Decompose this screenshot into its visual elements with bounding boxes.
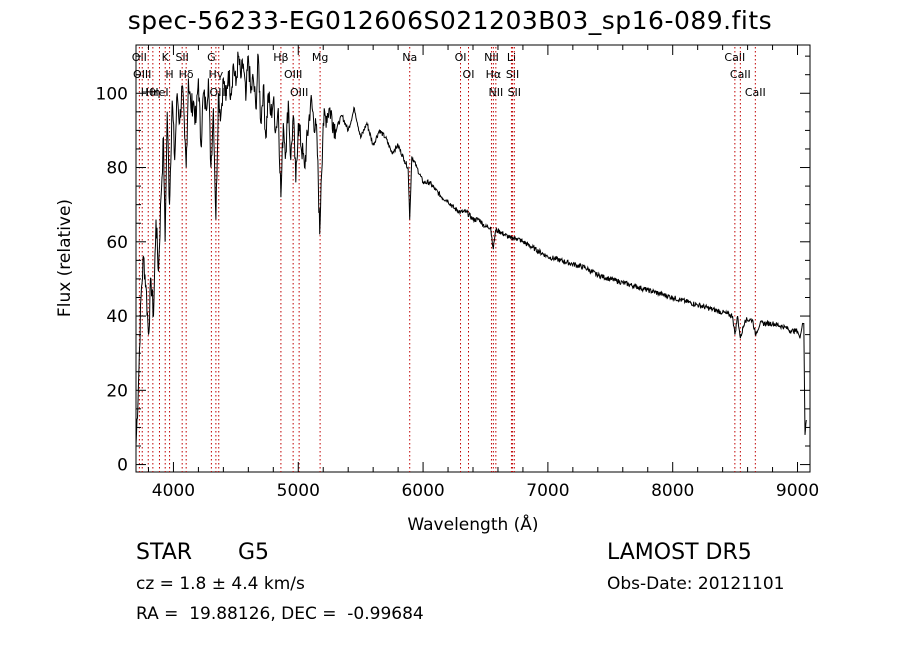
y-tick-label: 20 [106,381,128,401]
line-mark-label: NII [484,51,499,64]
line-mark-label: OIII [290,86,308,99]
line-mark-label: NII [488,86,503,99]
plot-frame [135,44,811,473]
line-mark-label: Hβ [273,51,288,64]
x-axis-label: Wavelength (Å) [407,513,538,535]
line-mark-label: K [162,51,170,64]
x-tick-label: 7000 [526,481,569,501]
axes-layer: 4000 5000 6000 7000 8000 9000 0 20 40 60 80 100 [96,45,819,501]
line-mark-label: Li [507,51,516,64]
y-tick-label: 60 [106,233,128,253]
y-tick-label: 100 [96,84,128,104]
line-mark-label: HeI [150,86,168,99]
line-mark-label: OII [132,51,147,64]
chart-title: spec-56233-EG012606S021203B03_sp16-089.f… [127,6,773,35]
coordinates: RA = 19.88126, DEC = -0.99684 [136,604,424,624]
line-mark-label: SII [508,86,521,99]
line-mark-label: CaII [730,68,751,81]
x-tick-label: 6000 [401,481,444,501]
line-mark-label: G [207,51,216,64]
line-mark-label: SII [175,51,188,64]
line-mark-label: Hθ [141,86,156,99]
x-tick-label: 5000 [277,481,320,501]
object-class: STAR [136,540,193,565]
line-mark-label: CaII [724,51,745,64]
x-tick-label: 8000 [651,481,694,501]
line-mark-label: Mg [312,51,328,64]
redshift-cz: cz = 1.8 ± 4.4 km/s [136,574,305,594]
line-mark-label: SII [506,68,519,81]
line-mark-label: OI [455,51,467,64]
line-mark-label: Hη [145,86,160,99]
line-mark-label: Hδ [179,68,194,81]
line-marks-layer: OIIOIIIHθHηHeIKHSIIHδGHγOIIIHβOIIIOIIIMg… [132,47,766,472]
line-mark-label: Na [402,51,417,64]
line-mark-label: Hγ [208,68,223,81]
line-mark-label: Hα [486,68,502,81]
x-tick-label: 9000 [776,481,819,501]
y-axis-label: Flux (relative) [55,199,75,317]
line-mark-label: H [165,68,173,81]
y-tick-label: 0 [117,456,128,476]
line-mark-label: OI [463,68,475,81]
spectrum-series-line [135,51,807,447]
object-subclass: G5 [238,540,270,565]
observation-date: Obs-Date: 20121101 [607,574,785,594]
y-tick-label: 80 [106,159,128,179]
line-mark-label: CaII [745,86,766,99]
y-tick-label: 40 [106,307,128,327]
survey-name: LAMOST DR5 [607,540,752,565]
x-tick-label: 4000 [152,481,195,501]
line-mark-label: OIII [210,86,228,99]
line-mark-label: OIII [133,68,151,81]
line-mark-label: OIII [284,68,302,81]
